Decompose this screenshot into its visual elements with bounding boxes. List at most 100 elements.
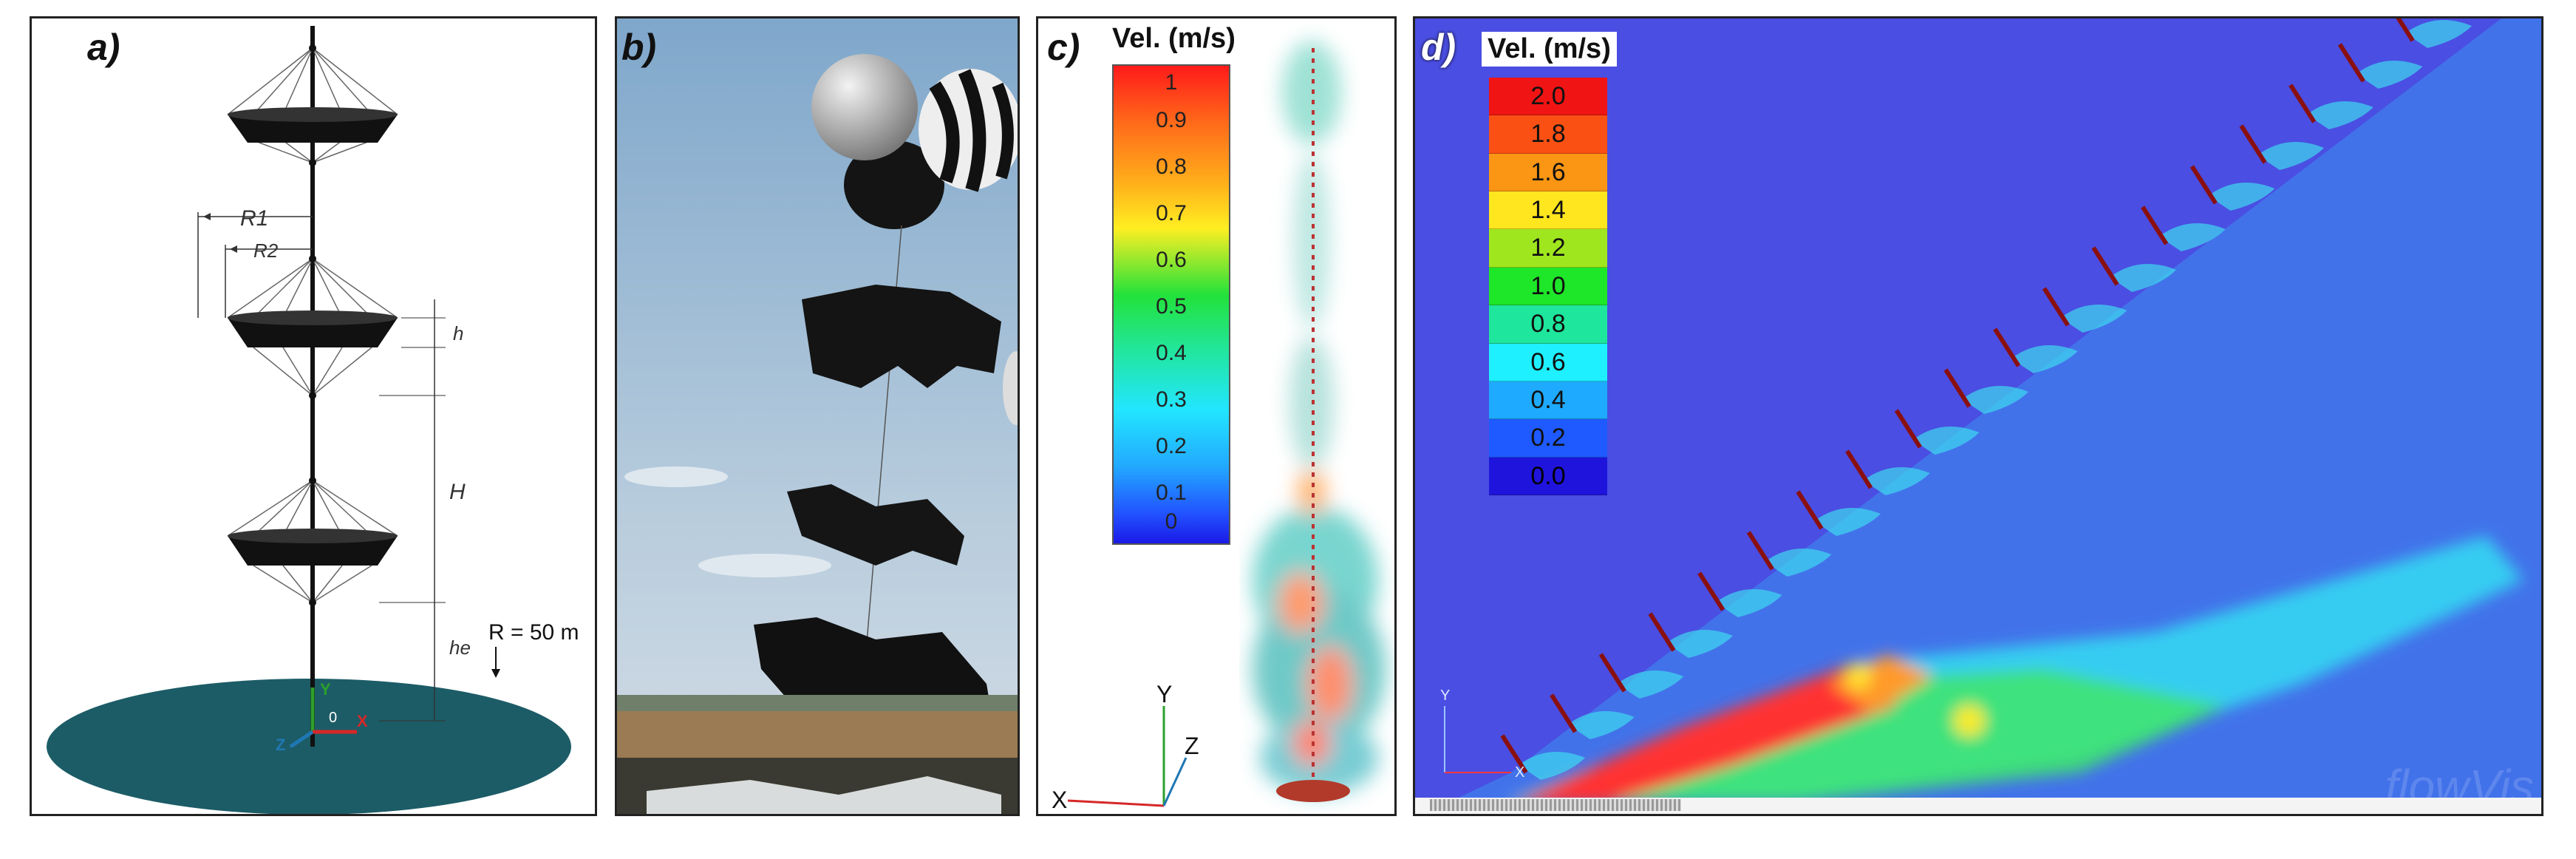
legend-c-value: 0.9 [1156, 108, 1187, 132]
blade-wake [2011, 345, 2078, 373]
legend-d-title: Vel. (m/s) [1482, 32, 1617, 67]
blade-wake [1765, 549, 1832, 577]
drag-unit-bottom [227, 477, 398, 606]
blade [2091, 246, 2119, 286]
axis-c-x: X [1052, 787, 1067, 813]
blade-wake [2110, 264, 2176, 292]
bottom-strip [1415, 798, 2541, 814]
legend-d-value: 0.2 [1489, 419, 1607, 458]
blade [1993, 327, 2021, 367]
blade [1500, 734, 1528, 774]
panel-a-label: a) [87, 27, 120, 68]
legend-c-colorbar: 1 0.9 0.8 0.7 0.6 0.5 0.4 0.3 0.2 0.1 0 [1112, 64, 1230, 545]
legend-d-colorbar: 2.0 1.8 1.6 1.4 1.2 1.0 0.8 0.6 0.4 0.2 0.0 [1489, 78, 1607, 495]
legend-d-value: 1.4 [1489, 191, 1607, 230]
panel-c: c) Vel. (m/s) 1 0.9 0.8 0.7 0.6 0.5 0.4 0.3 0.2 0… [1036, 16, 1397, 816]
blade [1894, 409, 1922, 449]
axis-a-z: Z [276, 736, 285, 754]
blade-wake [2306, 101, 2374, 129]
panel-d-flow [1424, 18, 2541, 814]
dim-he: he [449, 636, 471, 659]
axis-c-y: Y [1156, 681, 1172, 707]
blade [1796, 490, 1824, 530]
blade [2190, 165, 2218, 205]
blade [2396, 18, 2415, 42]
axis-a-y: Y [320, 680, 331, 699]
legend-d-value: 1.6 [1489, 153, 1607, 192]
panel-d-axes: Y X [1440, 687, 1524, 781]
blade [1746, 531, 1774, 571]
blade-wake [1519, 752, 1585, 780]
blade [2042, 287, 2070, 327]
drag-unit-top [227, 44, 398, 166]
blade [2289, 84, 2317, 123]
legend-c-title: Vel. (m/s) [1112, 23, 1236, 54]
panel-d-label: d) [1421, 27, 1456, 68]
dim-r1: R1 [240, 206, 268, 231]
blade [1598, 653, 1626, 693]
legend-c-value: 0.8 [1156, 155, 1187, 179]
blade [2337, 43, 2365, 83]
legend-d-value: 1.8 [1489, 115, 1607, 154]
blade-array [1500, 18, 2472, 780]
panel-a: a) [30, 16, 597, 816]
legend-c-value: 0.1 [1156, 481, 1187, 505]
dim-R: R = 50 m [488, 620, 579, 645]
legend-d-value: 1.2 [1489, 229, 1607, 268]
bottom-grating [1430, 799, 1681, 811]
legend-c-value: 0.7 [1156, 201, 1187, 225]
blade-wake [1617, 670, 1684, 699]
dim-r2: R2 [253, 240, 279, 262]
legend-d-value: 0.8 [1489, 305, 1607, 344]
legend-c-value: 0.2 [1156, 434, 1187, 458]
blade-wake [2258, 142, 2324, 170]
blade [1648, 612, 1676, 652]
blade-wake [2060, 305, 2127, 333]
legend-d-value: 2.0 [1489, 78, 1607, 116]
blade-wake [1814, 508, 1881, 536]
legend-d-value: 0.4 [1489, 381, 1607, 420]
blade-wake [1863, 467, 1930, 495]
panel-b-label: b) [621, 27, 657, 68]
legend-d-value: 0.0 [1489, 457, 1607, 495]
dim-h: h [453, 322, 463, 344]
blade-wake [2356, 61, 2423, 89]
axis-c-z: Z [1185, 733, 1199, 759]
legend-c-value: 0.6 [1156, 248, 1187, 272]
blade [1697, 571, 1725, 611]
legend-c-value: 0.5 [1156, 294, 1187, 319]
axis-d-x: X [1515, 764, 1524, 781]
legend-c-value: 1 [1165, 70, 1178, 95]
axis-d-y: Y [1440, 687, 1450, 704]
blade [2239, 124, 2267, 164]
blade-wake [1912, 427, 1980, 455]
blade-wake [1962, 386, 2028, 414]
balloon-photo [617, 18, 1018, 814]
panel-c-label: c) [1047, 27, 1080, 68]
blade [2141, 206, 2169, 245]
axis-a-x: X [357, 712, 368, 730]
ground-disc [47, 679, 571, 814]
blade-wake [2158, 223, 2226, 251]
blade-wake [2405, 20, 2472, 48]
legend-d-value: 1.0 [1489, 267, 1607, 306]
dim-H: H [449, 480, 466, 504]
axis-a-origin: 0 [329, 710, 337, 726]
blade-wake [1715, 589, 1782, 617]
blade-wake [1666, 630, 1733, 658]
blade [1943, 368, 1972, 408]
panel-d: d) Vel. (m/s) 2.0 1.8 1.6 1.4 1.2 1.0 0.8 0.6 0.… [1413, 16, 2543, 816]
blade [1845, 449, 1873, 489]
panel-a-diagram: R1 R2 h H he R = 50 m Y X Z 0 [47, 26, 579, 814]
blade [1550, 693, 1578, 733]
legend-c-value: 0.4 [1156, 341, 1187, 365]
blade-wake [2208, 183, 2275, 211]
panel-b: b) [615, 16, 1020, 816]
legend-c-labels: 1 0.9 0.8 0.7 0.6 0.5 0.4 0.3 0.2 0.1 0 [1114, 66, 1229, 543]
panel-c-flow: Y Z X [1052, 41, 1386, 813]
blade-wake [1567, 711, 1635, 739]
legend-c-value: 0.3 [1156, 387, 1187, 412]
legend-d-value: 0.6 [1489, 343, 1607, 381]
legend-c-value: 0 [1165, 509, 1178, 534]
drag-unit-middle [227, 255, 398, 399]
